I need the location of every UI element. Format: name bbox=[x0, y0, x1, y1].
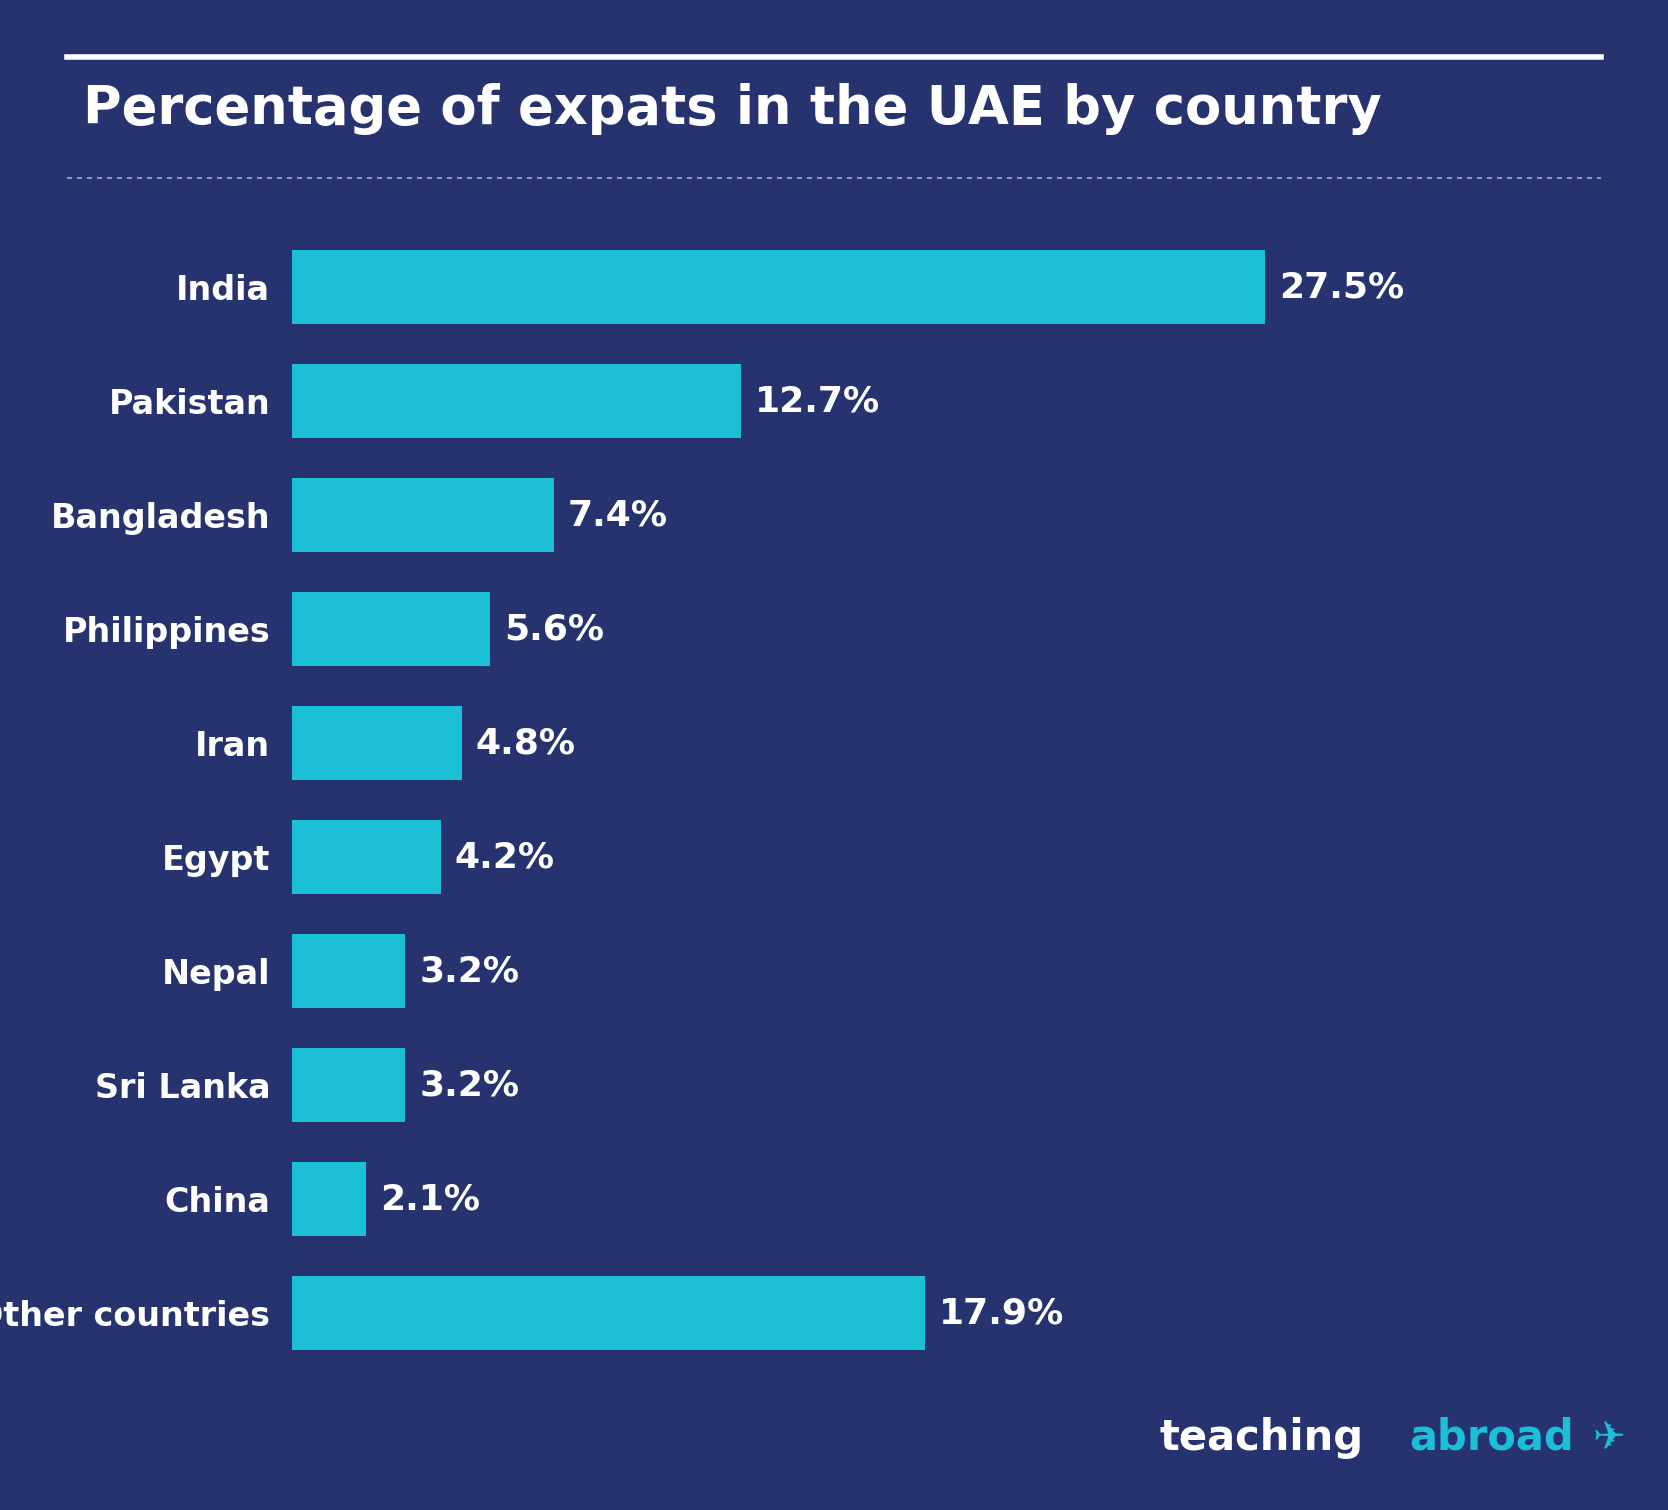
Text: 12.7%: 12.7% bbox=[756, 385, 881, 418]
Text: Percentage of expats in the UAE by country: Percentage of expats in the UAE by count… bbox=[83, 83, 1383, 134]
Text: 5.6%: 5.6% bbox=[504, 613, 604, 646]
Text: abroad: abroad bbox=[1409, 1416, 1575, 1459]
Text: 17.9%: 17.9% bbox=[939, 1296, 1064, 1330]
Text: 3.2%: 3.2% bbox=[419, 954, 519, 988]
Bar bbox=[292, 251, 1264, 325]
Bar bbox=[292, 1276, 926, 1350]
Bar bbox=[292, 364, 741, 438]
Bar bbox=[292, 592, 490, 666]
Bar bbox=[292, 479, 554, 553]
Text: 4.8%: 4.8% bbox=[475, 726, 575, 761]
Text: 4.2%: 4.2% bbox=[455, 840, 555, 874]
Bar bbox=[292, 1163, 367, 1237]
Text: ✈: ✈ bbox=[1593, 1418, 1626, 1457]
Text: teaching: teaching bbox=[1159, 1416, 1363, 1459]
Bar bbox=[292, 1048, 405, 1122]
Text: 2.1%: 2.1% bbox=[380, 1182, 480, 1216]
Bar bbox=[292, 935, 405, 1009]
Bar bbox=[292, 707, 462, 781]
Text: 27.5%: 27.5% bbox=[1279, 270, 1404, 305]
Text: 7.4%: 7.4% bbox=[567, 498, 667, 533]
Text: 3.2%: 3.2% bbox=[419, 1068, 519, 1102]
Bar bbox=[292, 820, 440, 894]
